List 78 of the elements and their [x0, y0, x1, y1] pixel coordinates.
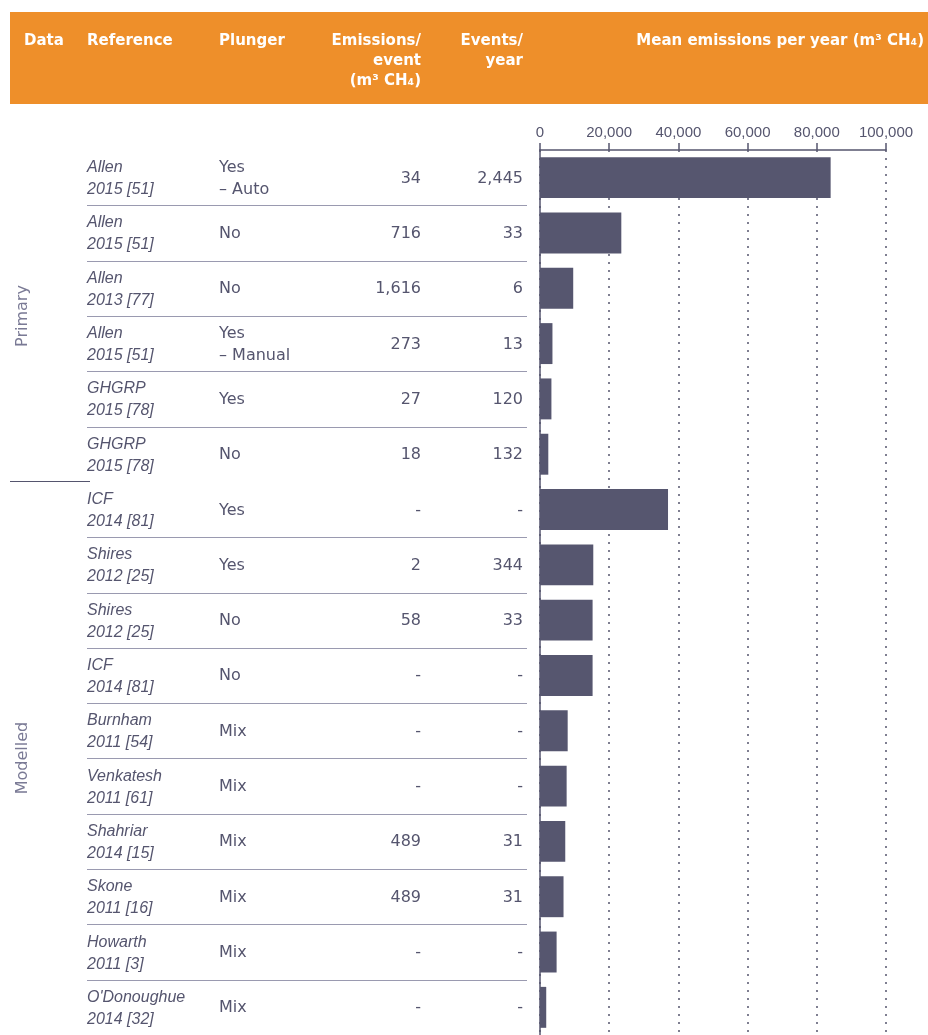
text: -	[517, 719, 523, 742]
text: 18	[400, 443, 421, 466]
text: -	[517, 996, 523, 1019]
text: 58	[400, 609, 421, 632]
y-tick-label: Allen 2015 [51]	[86, 324, 155, 364]
y-tick-label: Allen 2013 [77]	[86, 268, 155, 308]
y-tick-label: Allen 2015 [51]	[86, 158, 155, 198]
text: Primary	[11, 285, 32, 347]
y-tick-label: Shires 2012 [25]	[86, 600, 155, 640]
text: 273	[390, 332, 421, 355]
text: 31	[502, 885, 523, 908]
y-tick-label: GHGRP 2015 [78]	[86, 434, 155, 474]
text: 33	[502, 609, 523, 632]
text: Yes	[219, 553, 245, 576]
text: 34	[400, 166, 421, 189]
y-axis-title: Reference	[87, 30, 173, 50]
y-tick-label: Burnham 2011 [54]	[86, 711, 154, 751]
text: Yes – Manual	[219, 321, 291, 366]
text: Emissions/ event (m³ CH₄)	[331, 30, 421, 90]
text: 13	[502, 332, 523, 355]
text: Plunger	[219, 30, 285, 50]
text: Data	[24, 30, 64, 50]
text: No	[219, 609, 241, 632]
y-tick-label: ICF 2014 [81]	[86, 490, 155, 530]
text: 120	[492, 387, 523, 410]
text: 33	[502, 221, 523, 244]
y-tick-label: Shahriar 2014 [15]	[86, 821, 155, 861]
text: 489	[390, 885, 421, 908]
text: Yes – Auto	[219, 155, 270, 200]
text: No	[219, 443, 241, 466]
x2-tick-label: 100,000	[858, 123, 914, 140]
x2-tick-label: 0	[535, 123, 545, 140]
y-tick-label: ICF 2014 [81]	[86, 655, 155, 695]
text: -	[517, 498, 523, 521]
y-tick-label: O'Donoughue 2014 [32]	[86, 987, 186, 1027]
text: Yes	[219, 387, 245, 410]
text: -	[517, 664, 523, 687]
x2-tick-label: 20,000	[586, 123, 633, 140]
text: No	[219, 221, 241, 244]
text: Modelled	[11, 722, 32, 795]
text: 132	[492, 443, 523, 466]
text: No	[219, 277, 241, 300]
text: Mix	[219, 941, 247, 964]
text: -	[415, 941, 421, 964]
text: -	[415, 664, 421, 687]
text: -	[517, 775, 523, 798]
text: 344	[492, 553, 523, 576]
text: -	[517, 941, 523, 964]
y-tick-label: GHGRP 2015 [78]	[86, 379, 155, 419]
text: 489	[390, 830, 421, 853]
y-tick-label: Shires 2012 [25]	[86, 545, 155, 585]
y-tick-label: Skone 2011 [16]	[86, 877, 154, 917]
text: 27	[400, 387, 421, 410]
text: Events/ year	[460, 30, 523, 70]
text: Yes	[219, 498, 245, 521]
x2-tick-label: 60,000	[724, 123, 771, 140]
text: 716	[390, 221, 421, 244]
text: Mix	[219, 996, 247, 1019]
text: -	[415, 719, 421, 742]
text: Mix	[219, 719, 247, 742]
text: 1,616	[375, 277, 421, 300]
y-tick-label: Allen 2015 [51]	[86, 213, 155, 253]
x2-tick-label: 80,000	[793, 123, 840, 140]
text: -	[415, 498, 421, 521]
text: 31	[502, 830, 523, 853]
x2-tick-label: 40,000	[655, 123, 702, 140]
text: 6	[512, 277, 523, 300]
text: Mix	[219, 775, 247, 798]
text: 2,445	[477, 166, 523, 189]
text: -	[415, 996, 421, 1019]
text: Mix	[219, 885, 247, 908]
text: -	[415, 775, 421, 798]
y-tick-label: Howarth 2011 [3]	[86, 932, 147, 972]
text: Mix	[219, 830, 247, 853]
text: 2	[410, 553, 421, 576]
x-axis-title: Mean emissions per year (m³ CH₄)	[636, 30, 924, 50]
text: No	[219, 664, 241, 687]
y-tick-label: Venkatesh 2011 [61]	[86, 766, 163, 806]
